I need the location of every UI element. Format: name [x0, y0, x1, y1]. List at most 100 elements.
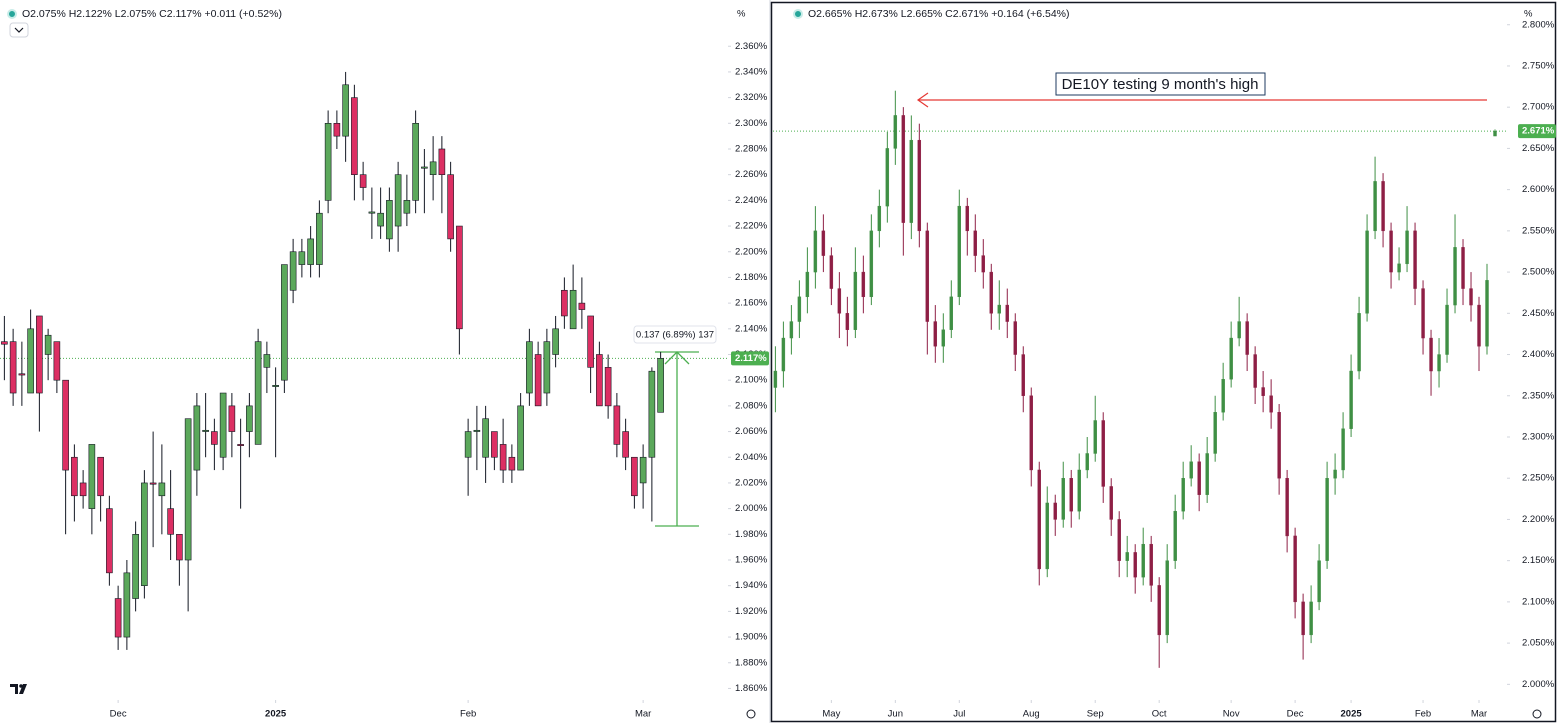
candle-body — [997, 304, 1001, 314]
candle-body — [158, 482, 166, 497]
annotation-box — [1055, 72, 1266, 96]
candle-body — [773, 370, 778, 388]
x-tick-label: Dec — [1287, 709, 1304, 720]
button-frame[interactable] — [9, 22, 29, 38]
candle-body — [88, 444, 96, 509]
candle-body — [438, 148, 446, 175]
candle-body — [114, 598, 122, 638]
candle-body — [569, 289, 577, 330]
candle-body — [1109, 486, 1113, 520]
candle-body — [1197, 461, 1201, 495]
x-tick-label: Mar — [1471, 709, 1487, 720]
candle-body — [1093, 420, 1097, 454]
candle-body — [184, 418, 192, 561]
collapse-button[interactable] — [9, 22, 29, 38]
y-tick-label: 2.280% — [735, 144, 768, 155]
candle-body — [1445, 304, 1449, 355]
x-tick-label: Dec — [110, 709, 127, 720]
candle-body — [909, 139, 914, 223]
candle-body — [482, 418, 489, 458]
candle-body — [552, 328, 559, 355]
chart-pane: O2.665% H2.673% L2.665% C2.671% +0.164 (… — [773, 8, 1556, 720]
candle-body — [1325, 478, 1329, 561]
candle-body — [981, 255, 985, 273]
candle-body — [447, 174, 454, 240]
y-tick-label: 1.920% — [735, 606, 768, 617]
candle-body — [508, 456, 516, 471]
y-tick-label: 2.550% — [1522, 225, 1555, 236]
candle-body — [1317, 560, 1321, 603]
settings-icon[interactable] — [746, 709, 756, 719]
candle-body — [1021, 354, 1025, 396]
measure-label: 0.137 (6.89%) 137 — [636, 330, 714, 341]
last-price-label: 2.671% — [1522, 126, 1555, 137]
candle-body — [141, 482, 148, 586]
ohlc-header: O2.075% H2.122% L2.075% C2.117% +0.011 (… — [22, 8, 282, 20]
candle-body — [307, 238, 314, 265]
candle-body — [403, 200, 411, 214]
y-tick-label: 2.600% — [1522, 184, 1555, 195]
candle-body — [1253, 354, 1257, 388]
settings-icon[interactable] — [1532, 709, 1542, 719]
candle-body — [797, 296, 802, 322]
y-tick-label: 2.450% — [1522, 308, 1555, 319]
candle-body — [1189, 461, 1193, 479]
candle-body — [1157, 585, 1161, 636]
x-tick-label: Nov — [1223, 709, 1240, 720]
candle-body — [973, 230, 977, 256]
candle-body — [1405, 230, 1409, 265]
candle-body — [1029, 395, 1033, 471]
candle-body — [845, 313, 850, 330]
candle-body — [534, 354, 542, 407]
settings-icons[interactable] — [746, 709, 1542, 719]
candle-body — [949, 296, 954, 330]
last-price-box — [731, 351, 769, 366]
candle-body — [917, 139, 922, 232]
candle-body — [106, 508, 113, 574]
candle-body — [1077, 469, 1081, 512]
candle-body — [1277, 412, 1281, 479]
candle-body — [587, 315, 594, 368]
arrow-head — [916, 92, 929, 108]
y-tick-label: 2.060% — [735, 426, 768, 437]
candle-body — [394, 174, 402, 227]
y-tick-label: 2.500% — [1522, 267, 1555, 278]
candle-body — [18, 373, 26, 376]
candle-body — [1237, 321, 1241, 339]
candle-body — [1397, 263, 1401, 273]
x-tick-label: Feb — [1415, 709, 1431, 720]
candle-body — [27, 328, 34, 394]
candle-body — [885, 148, 890, 207]
y-tick-label: 1.880% — [735, 657, 768, 668]
candle-body — [237, 444, 244, 446]
candle-body — [1309, 601, 1313, 636]
y-tick-label: 2.160% — [735, 298, 768, 309]
candle-body — [1349, 370, 1353, 429]
candle-body — [1085, 453, 1089, 471]
candle-body — [861, 271, 866, 298]
candle-body — [622, 431, 629, 458]
candle-body — [219, 392, 227, 458]
y-tick-label: 1.860% — [735, 683, 768, 694]
measure-arrow — [664, 351, 690, 365]
y-tick-label: 2.100% — [735, 375, 768, 386]
candle-body — [1261, 387, 1265, 396]
candle-body — [829, 255, 834, 289]
candle-body — [1069, 478, 1073, 512]
candle-body — [36, 315, 43, 394]
candle-body — [1117, 519, 1121, 561]
candle-body — [456, 225, 463, 330]
candle-body — [1301, 601, 1305, 636]
chevron-icon[interactable] — [14, 27, 24, 33]
y-tick-label: 2.700% — [1522, 102, 1555, 113]
candle-body — [1293, 535, 1297, 603]
candle-body — [543, 341, 551, 394]
candle-body — [578, 302, 586, 310]
candle-body — [1045, 502, 1049, 570]
candle-body — [1341, 428, 1345, 471]
status-dot — [793, 9, 803, 19]
candle-body — [1037, 469, 1041, 570]
candle-body — [657, 358, 664, 413]
x-tick-label: Aug — [1023, 709, 1040, 720]
